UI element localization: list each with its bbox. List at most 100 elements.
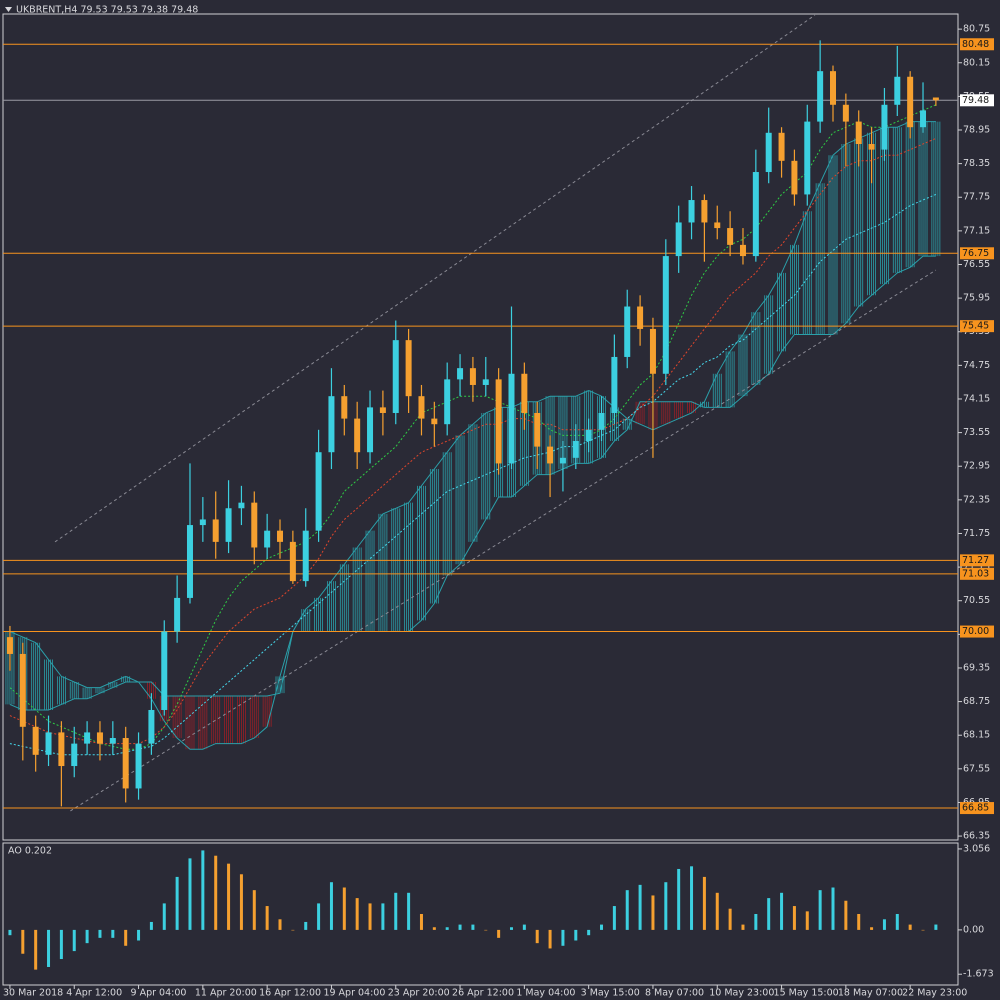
ao-bar xyxy=(535,929,539,944)
ao-bar xyxy=(278,919,282,930)
candle-body xyxy=(932,97,939,101)
y-tick-label: 70.55 xyxy=(963,595,990,606)
candle-body xyxy=(765,132,772,173)
x-tick-label: 22 May 23:00 xyxy=(902,988,967,999)
ao-bar xyxy=(612,906,616,930)
ao-bar xyxy=(638,884,642,930)
ao-bar xyxy=(21,929,25,954)
candle-body xyxy=(71,743,78,767)
y-tick-label: 68.15 xyxy=(963,730,990,741)
x-tick-label: 9 Apr 04:00 xyxy=(131,988,187,999)
ao-bar xyxy=(677,868,681,930)
ao-bar xyxy=(214,855,218,930)
candle-body xyxy=(6,637,13,654)
ao-bar xyxy=(754,914,758,930)
candle-body xyxy=(920,110,927,128)
candle-body xyxy=(739,244,746,257)
y-tick-label: 72.35 xyxy=(963,494,990,505)
candle-body xyxy=(264,530,271,548)
candle-body xyxy=(212,519,219,542)
candle-body xyxy=(289,541,296,582)
candle-body xyxy=(444,379,451,425)
level-label-box xyxy=(960,320,994,333)
x-tick-label: 15 May 15:00 xyxy=(774,988,839,999)
ao-bar xyxy=(805,911,809,930)
ao-bar xyxy=(818,890,822,930)
ao-bar xyxy=(85,929,89,944)
candle-body xyxy=(547,446,554,464)
candle-body xyxy=(45,732,52,755)
y-tick-label: 77.75 xyxy=(963,192,990,203)
ao-bar xyxy=(368,903,372,930)
candle-body xyxy=(598,412,605,430)
candle-body xyxy=(559,457,566,464)
ao-bar xyxy=(8,929,12,936)
ao-bar xyxy=(111,929,115,938)
candle-body xyxy=(714,222,721,229)
candle-body xyxy=(122,738,129,789)
ao-bar xyxy=(715,892,719,930)
moving-average xyxy=(9,137,937,745)
x-tick-label: 11 Apr 20:00 xyxy=(195,988,257,999)
x-tick-label: 3 May 15:00 xyxy=(581,988,640,999)
candle-body xyxy=(431,418,438,425)
candle-body xyxy=(457,368,464,380)
ao-bar xyxy=(702,876,706,930)
candle-body xyxy=(817,71,824,122)
ao-bar xyxy=(124,929,128,946)
ao-bar xyxy=(844,900,848,930)
ao-bar xyxy=(831,887,835,930)
candle-body xyxy=(418,396,425,419)
ao-bar xyxy=(780,892,784,930)
level-label-box xyxy=(960,554,994,567)
x-tick-label: 18 May 07:00 xyxy=(838,988,903,999)
ao-bar xyxy=(522,924,526,930)
candle-body xyxy=(84,732,91,744)
ao-bar xyxy=(407,892,411,930)
ao-bar xyxy=(59,929,63,960)
candle-body xyxy=(277,530,284,542)
ao-bar xyxy=(767,898,771,930)
ao-bar xyxy=(548,929,552,949)
y-tick-label: 69.35 xyxy=(963,662,990,673)
level-label-box xyxy=(960,38,994,51)
candle-body xyxy=(727,228,734,245)
candle-body xyxy=(405,340,412,397)
menu-arrow xyxy=(5,7,12,12)
candle-body xyxy=(572,441,579,458)
candle-body xyxy=(174,597,181,632)
ao-bar xyxy=(239,874,243,930)
candle-body xyxy=(842,104,849,122)
ao-bar xyxy=(445,927,449,930)
candle-body xyxy=(495,379,502,464)
ao-bar xyxy=(265,906,269,930)
ao-bar xyxy=(188,858,192,930)
ao-bar xyxy=(381,903,385,930)
candle-body xyxy=(907,76,914,128)
candle-body xyxy=(752,172,759,257)
ao-bar xyxy=(432,927,436,930)
candle-body xyxy=(161,631,168,710)
candle-body xyxy=(482,379,489,385)
candle-body xyxy=(585,429,592,442)
candle-body xyxy=(469,368,476,385)
candle-body xyxy=(32,726,39,755)
ao-bar xyxy=(227,863,231,930)
candle-body xyxy=(392,340,399,413)
candle-body xyxy=(662,256,669,374)
ao-bar xyxy=(162,903,166,930)
level-label-box xyxy=(960,625,994,638)
level-label: 75.45 xyxy=(962,321,989,332)
ao-bar xyxy=(600,924,604,930)
candle-body xyxy=(367,407,374,453)
ao-bar xyxy=(342,887,346,930)
ao-bar xyxy=(458,924,462,930)
ao-bar xyxy=(625,890,629,930)
ao-bar xyxy=(882,919,886,930)
candle-body xyxy=(109,738,116,744)
x-tick-label: 30 Mar 2018 xyxy=(3,988,63,999)
ao-bar xyxy=(690,866,694,930)
candle-body xyxy=(611,356,618,413)
y-tick-label: 73.55 xyxy=(963,427,990,438)
